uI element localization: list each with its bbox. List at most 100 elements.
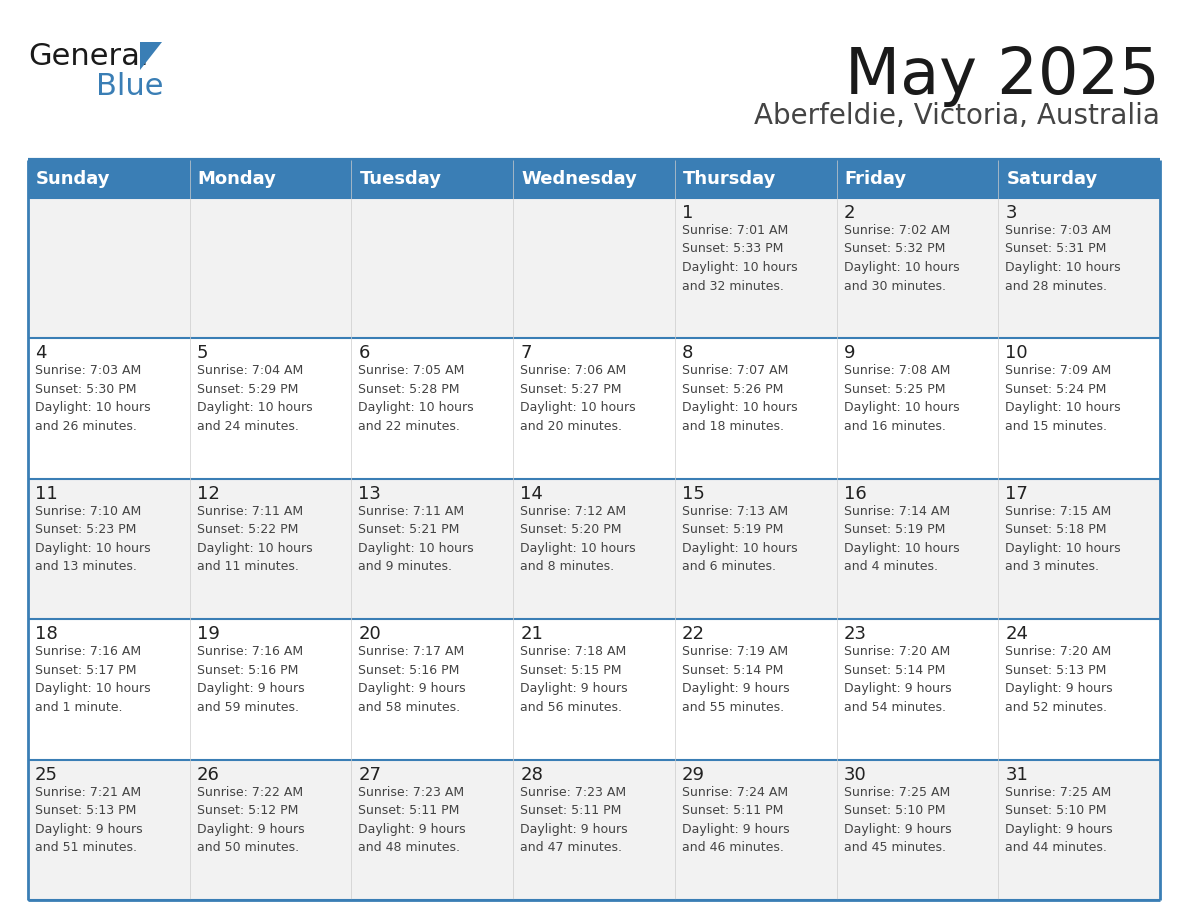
Text: Sunrise: 7:16 AM
Sunset: 5:16 PM
Daylight: 9 hours
and 59 minutes.: Sunrise: 7:16 AM Sunset: 5:16 PM Dayligh… [197,645,304,713]
Bar [675,160,836,198]
Text: 12: 12 [197,485,220,503]
Bar [998,620,1159,759]
Text: 4: 4 [34,344,46,363]
Text: Friday: Friday [845,170,906,188]
Bar [836,160,998,198]
Bar [352,759,513,900]
Text: 6: 6 [359,344,369,363]
Text: 11: 11 [34,485,58,503]
Bar [29,620,190,759]
Bar [836,759,998,900]
Bar [675,620,836,759]
Bar [352,160,513,198]
Bar [29,160,190,198]
Text: 29: 29 [682,766,704,784]
Text: 17: 17 [1005,485,1028,503]
Text: Sunrise: 7:11 AM
Sunset: 5:21 PM
Daylight: 10 hours
and 9 minutes.: Sunrise: 7:11 AM Sunset: 5:21 PM Dayligh… [359,505,474,574]
Bar [352,479,513,620]
Text: May 2025: May 2025 [845,45,1159,107]
Text: Sunrise: 7:15 AM
Sunset: 5:18 PM
Daylight: 10 hours
and 3 minutes.: Sunrise: 7:15 AM Sunset: 5:18 PM Dayligh… [1005,505,1121,574]
Text: Sunrise: 7:04 AM
Sunset: 5:29 PM
Daylight: 10 hours
and 24 minutes.: Sunrise: 7:04 AM Sunset: 5:29 PM Dayligh… [197,364,312,433]
Bar [998,198,1159,339]
Bar [675,339,836,479]
Text: 3: 3 [1005,204,1017,222]
Text: Sunrise: 7:18 AM
Sunset: 5:15 PM
Daylight: 9 hours
and 56 minutes.: Sunrise: 7:18 AM Sunset: 5:15 PM Dayligh… [520,645,627,713]
Text: 7: 7 [520,344,532,363]
Text: Saturday: Saturday [1006,170,1098,188]
Text: Sunrise: 7:24 AM
Sunset: 5:11 PM
Daylight: 9 hours
and 46 minutes.: Sunrise: 7:24 AM Sunset: 5:11 PM Dayligh… [682,786,790,854]
Bar [29,479,190,620]
Bar [29,759,190,900]
Text: Blue: Blue [96,72,164,101]
Bar [836,620,998,759]
Text: Sunrise: 7:10 AM
Sunset: 5:23 PM
Daylight: 10 hours
and 13 minutes.: Sunrise: 7:10 AM Sunset: 5:23 PM Dayligh… [34,505,151,574]
Text: General: General [29,42,148,71]
Text: 20: 20 [359,625,381,644]
Text: 16: 16 [843,485,866,503]
Text: Sunrise: 7:23 AM
Sunset: 5:11 PM
Daylight: 9 hours
and 47 minutes.: Sunrise: 7:23 AM Sunset: 5:11 PM Dayligh… [520,786,627,854]
Bar [513,198,675,339]
Polygon shape [140,42,162,70]
Text: Aberfeldie, Victoria, Australia: Aberfeldie, Victoria, Australia [754,102,1159,130]
Bar [352,339,513,479]
Bar [513,759,675,900]
Text: 31: 31 [1005,766,1028,784]
Text: Sunrise: 7:17 AM
Sunset: 5:16 PM
Daylight: 9 hours
and 58 minutes.: Sunrise: 7:17 AM Sunset: 5:16 PM Dayligh… [359,645,466,713]
Bar [190,479,352,620]
Text: Tuesday: Tuesday [360,170,442,188]
Text: 26: 26 [197,766,220,784]
Bar [513,620,675,759]
Bar [29,198,190,339]
Text: Sunrise: 7:03 AM
Sunset: 5:31 PM
Daylight: 10 hours
and 28 minutes.: Sunrise: 7:03 AM Sunset: 5:31 PM Dayligh… [1005,224,1121,293]
Bar [190,160,352,198]
Text: Sunrise: 7:16 AM
Sunset: 5:17 PM
Daylight: 10 hours
and 1 minute.: Sunrise: 7:16 AM Sunset: 5:17 PM Dayligh… [34,645,151,713]
Text: 13: 13 [359,485,381,503]
Text: Sunrise: 7:25 AM
Sunset: 5:10 PM
Daylight: 9 hours
and 45 minutes.: Sunrise: 7:25 AM Sunset: 5:10 PM Dayligh… [843,786,952,854]
Text: Sunrise: 7:20 AM
Sunset: 5:14 PM
Daylight: 9 hours
and 54 minutes.: Sunrise: 7:20 AM Sunset: 5:14 PM Dayligh… [843,645,952,713]
Bar [352,198,513,339]
Bar [513,160,675,198]
Bar [998,759,1159,900]
Bar [675,759,836,900]
Bar [836,479,998,620]
Bar [513,479,675,620]
Text: 18: 18 [34,625,58,644]
Text: Sunrise: 7:08 AM
Sunset: 5:25 PM
Daylight: 10 hours
and 16 minutes.: Sunrise: 7:08 AM Sunset: 5:25 PM Dayligh… [843,364,959,433]
Text: 22: 22 [682,625,704,644]
Text: 15: 15 [682,485,704,503]
Text: 14: 14 [520,485,543,503]
Bar [352,620,513,759]
Bar [675,198,836,339]
Text: 9: 9 [843,344,855,363]
Text: Sunrise: 7:25 AM
Sunset: 5:10 PM
Daylight: 9 hours
and 44 minutes.: Sunrise: 7:25 AM Sunset: 5:10 PM Dayligh… [1005,786,1113,854]
Bar [190,198,352,339]
Text: Wednesday: Wednesday [522,170,637,188]
Bar [675,479,836,620]
Text: Sunrise: 7:20 AM
Sunset: 5:13 PM
Daylight: 9 hours
and 52 minutes.: Sunrise: 7:20 AM Sunset: 5:13 PM Dayligh… [1005,645,1113,713]
Text: 8: 8 [682,344,694,363]
Text: Monday: Monday [197,170,277,188]
Bar [190,759,352,900]
Bar [190,620,352,759]
Text: 23: 23 [843,625,866,644]
Text: 21: 21 [520,625,543,644]
Text: Sunrise: 7:09 AM
Sunset: 5:24 PM
Daylight: 10 hours
and 15 minutes.: Sunrise: 7:09 AM Sunset: 5:24 PM Dayligh… [1005,364,1121,433]
Bar [998,160,1159,198]
Bar [513,339,675,479]
Text: Sunrise: 7:11 AM
Sunset: 5:22 PM
Daylight: 10 hours
and 11 minutes.: Sunrise: 7:11 AM Sunset: 5:22 PM Dayligh… [197,505,312,574]
Text: 19: 19 [197,625,220,644]
Text: Sunrise: 7:02 AM
Sunset: 5:32 PM
Daylight: 10 hours
and 30 minutes.: Sunrise: 7:02 AM Sunset: 5:32 PM Dayligh… [843,224,959,293]
Text: 10: 10 [1005,344,1028,363]
Text: Sunrise: 7:21 AM
Sunset: 5:13 PM
Daylight: 9 hours
and 51 minutes.: Sunrise: 7:21 AM Sunset: 5:13 PM Dayligh… [34,786,143,854]
Text: Sunrise: 7:19 AM
Sunset: 5:14 PM
Daylight: 9 hours
and 55 minutes.: Sunrise: 7:19 AM Sunset: 5:14 PM Dayligh… [682,645,790,713]
Text: Sunrise: 7:06 AM
Sunset: 5:27 PM
Daylight: 10 hours
and 20 minutes.: Sunrise: 7:06 AM Sunset: 5:27 PM Dayligh… [520,364,636,433]
Text: Sunrise: 7:03 AM
Sunset: 5:30 PM
Daylight: 10 hours
and 26 minutes.: Sunrise: 7:03 AM Sunset: 5:30 PM Dayligh… [34,364,151,433]
Text: Sunrise: 7:01 AM
Sunset: 5:33 PM
Daylight: 10 hours
and 32 minutes.: Sunrise: 7:01 AM Sunset: 5:33 PM Dayligh… [682,224,797,293]
Text: 24: 24 [1005,625,1029,644]
Text: Sunrise: 7:23 AM
Sunset: 5:11 PM
Daylight: 9 hours
and 48 minutes.: Sunrise: 7:23 AM Sunset: 5:11 PM Dayligh… [359,786,466,854]
Text: Sunday: Sunday [36,170,110,188]
Bar [998,479,1159,620]
Text: Thursday: Thursday [683,170,776,188]
Bar [190,339,352,479]
Text: 25: 25 [34,766,58,784]
